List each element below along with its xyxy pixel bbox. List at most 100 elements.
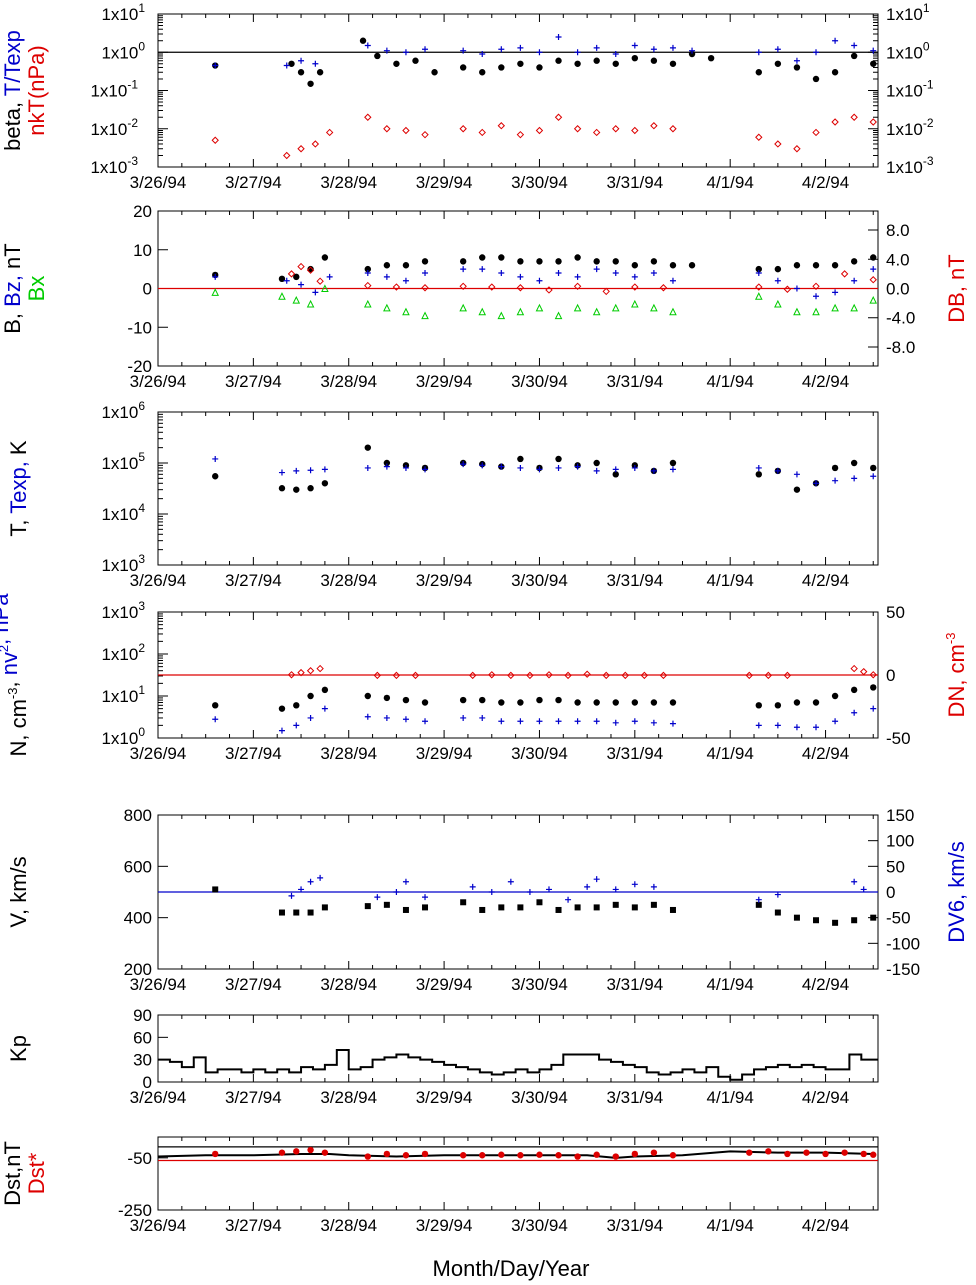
data-point xyxy=(545,286,553,294)
right-axis-label-sup: -3 xyxy=(943,633,958,645)
data-point xyxy=(402,1152,410,1159)
data-point xyxy=(545,671,553,679)
data-point xyxy=(325,128,334,137)
y-tick-label: 200 xyxy=(124,960,152,979)
data-point xyxy=(402,307,410,316)
data-point xyxy=(850,303,858,312)
data-point xyxy=(288,60,295,67)
data-point xyxy=(459,696,467,704)
data-point xyxy=(793,699,801,706)
data-point xyxy=(555,1152,562,1159)
y-axis-label-sup: 2 xyxy=(0,645,11,652)
x-tick-label: 3/28/94 xyxy=(320,372,377,391)
data-point xyxy=(554,311,563,320)
data-point xyxy=(584,883,591,890)
data-point xyxy=(754,292,763,300)
data-point xyxy=(574,273,581,280)
data-point xyxy=(755,265,762,273)
x-tick-label: 4/1/94 xyxy=(707,571,754,590)
x-tick-label: 3/27/94 xyxy=(225,1088,282,1107)
data-point xyxy=(497,122,506,130)
right-axis-label-text: DN, cm xyxy=(944,644,969,717)
data-point xyxy=(774,46,781,53)
data-point xyxy=(851,878,858,885)
data-point xyxy=(812,307,820,316)
data-point xyxy=(402,906,409,913)
right-tick-label: -50 xyxy=(886,909,911,928)
data-point xyxy=(659,671,668,680)
right-axis-label-text: DV6, km/s xyxy=(944,841,969,942)
y-tick-label: 1x10-1 xyxy=(90,78,138,101)
data-point xyxy=(307,878,314,885)
data-point xyxy=(393,60,400,67)
y-tick-exponent: 0 xyxy=(923,39,930,53)
data-point xyxy=(517,904,524,911)
data-point xyxy=(669,262,677,269)
x-tick-label: 4/1/94 xyxy=(707,372,754,391)
data-point xyxy=(870,254,877,261)
y-axis-label-part: V, km/s xyxy=(6,856,31,927)
y-tick-exponent: -3 xyxy=(923,154,934,168)
data-point xyxy=(526,671,534,680)
data-point xyxy=(459,282,467,291)
data-point xyxy=(851,709,858,716)
data-point xyxy=(287,270,296,278)
y-tick-exponent: 0 xyxy=(138,39,145,53)
data-point xyxy=(402,696,410,704)
y-tick-exponent: 1 xyxy=(138,683,145,697)
y-tick-base: 1x10 xyxy=(886,120,923,139)
data-point xyxy=(746,1149,753,1156)
data-point xyxy=(297,668,305,677)
data-point xyxy=(307,909,314,916)
x-tick-label: 3/26/94 xyxy=(130,1088,187,1107)
y-axis-label-part: beta, xyxy=(0,96,25,151)
x-tick-label: 3/29/94 xyxy=(416,571,473,590)
data-point xyxy=(755,133,763,141)
data-point xyxy=(870,47,877,54)
data-point xyxy=(870,684,877,691)
plot-frame xyxy=(157,411,879,566)
data-point xyxy=(850,258,858,265)
data-point xyxy=(650,883,657,890)
data-point xyxy=(498,1151,505,1158)
data-point xyxy=(851,475,858,482)
data-point xyxy=(851,277,858,284)
right-tick-label: 1x10-2 xyxy=(886,116,934,139)
data-point xyxy=(317,874,324,881)
data-point xyxy=(574,904,581,911)
y-tick-exponent: 4 xyxy=(138,501,145,515)
y-axis-label-part: Bx xyxy=(24,276,49,302)
right-tick-label: 50 xyxy=(886,857,905,876)
data-point xyxy=(555,57,562,64)
data-point xyxy=(498,46,505,53)
data-point xyxy=(469,883,476,890)
data-point xyxy=(813,49,820,56)
data-point xyxy=(650,46,657,53)
data-point xyxy=(364,464,371,471)
x-tick-label: 3/30/94 xyxy=(511,975,568,994)
data-point xyxy=(311,140,320,148)
data-point xyxy=(592,307,601,316)
data-point xyxy=(812,262,820,269)
data-point xyxy=(383,463,390,470)
x-tick-label: 3/27/94 xyxy=(225,372,282,391)
data-point xyxy=(755,722,762,729)
y-tick-base: 1x10 xyxy=(101,556,138,575)
data-point xyxy=(812,75,820,83)
data-point xyxy=(498,270,505,276)
data-point xyxy=(321,284,329,292)
x-tick-label: 4/2/94 xyxy=(802,571,849,590)
x-tick-label: 3/30/94 xyxy=(511,173,568,192)
data-point xyxy=(554,113,563,121)
data-point xyxy=(422,46,429,53)
data-point xyxy=(479,69,486,76)
data-point xyxy=(364,42,371,49)
data-point xyxy=(298,281,305,288)
data-point xyxy=(459,303,467,312)
data-point xyxy=(468,671,477,680)
data-point xyxy=(383,901,390,908)
data-point xyxy=(517,1152,524,1159)
data-point xyxy=(612,60,619,67)
data-point xyxy=(831,262,839,269)
data-point xyxy=(459,64,467,71)
